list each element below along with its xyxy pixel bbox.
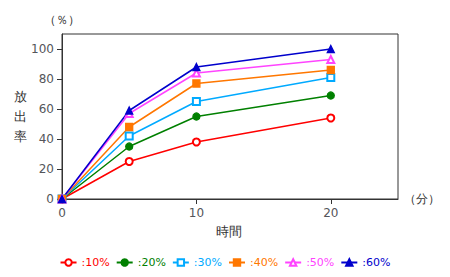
svg-text:時間: 時間 [216, 224, 242, 239]
svg-text:10: 10 [189, 206, 204, 220]
svg-text:（分）: （分） [404, 192, 440, 206]
svg-text::50%: :50% [306, 256, 334, 269]
svg-text:20: 20 [323, 206, 338, 220]
svg-text::60%: :60% [362, 256, 390, 269]
svg-text:0: 0 [46, 192, 54, 206]
svg-text:（％）: （％） [44, 13, 80, 27]
svg-text:80: 80 [39, 72, 54, 86]
svg-text:20: 20 [39, 162, 54, 176]
svg-text:40: 40 [39, 132, 54, 146]
svg-text::20%: :20% [138, 256, 166, 269]
svg-text:0: 0 [58, 206, 66, 220]
svg-text:放: 放 [14, 89, 27, 104]
svg-text:60: 60 [39, 102, 54, 116]
svg-text::30%: :30% [194, 256, 222, 269]
svg-text:出: 出 [14, 109, 27, 124]
svg-text:100: 100 [31, 42, 54, 56]
svg-text::40%: :40% [250, 256, 278, 269]
svg-text::10%: :10% [82, 256, 110, 269]
svg-text:率: 率 [14, 129, 27, 144]
